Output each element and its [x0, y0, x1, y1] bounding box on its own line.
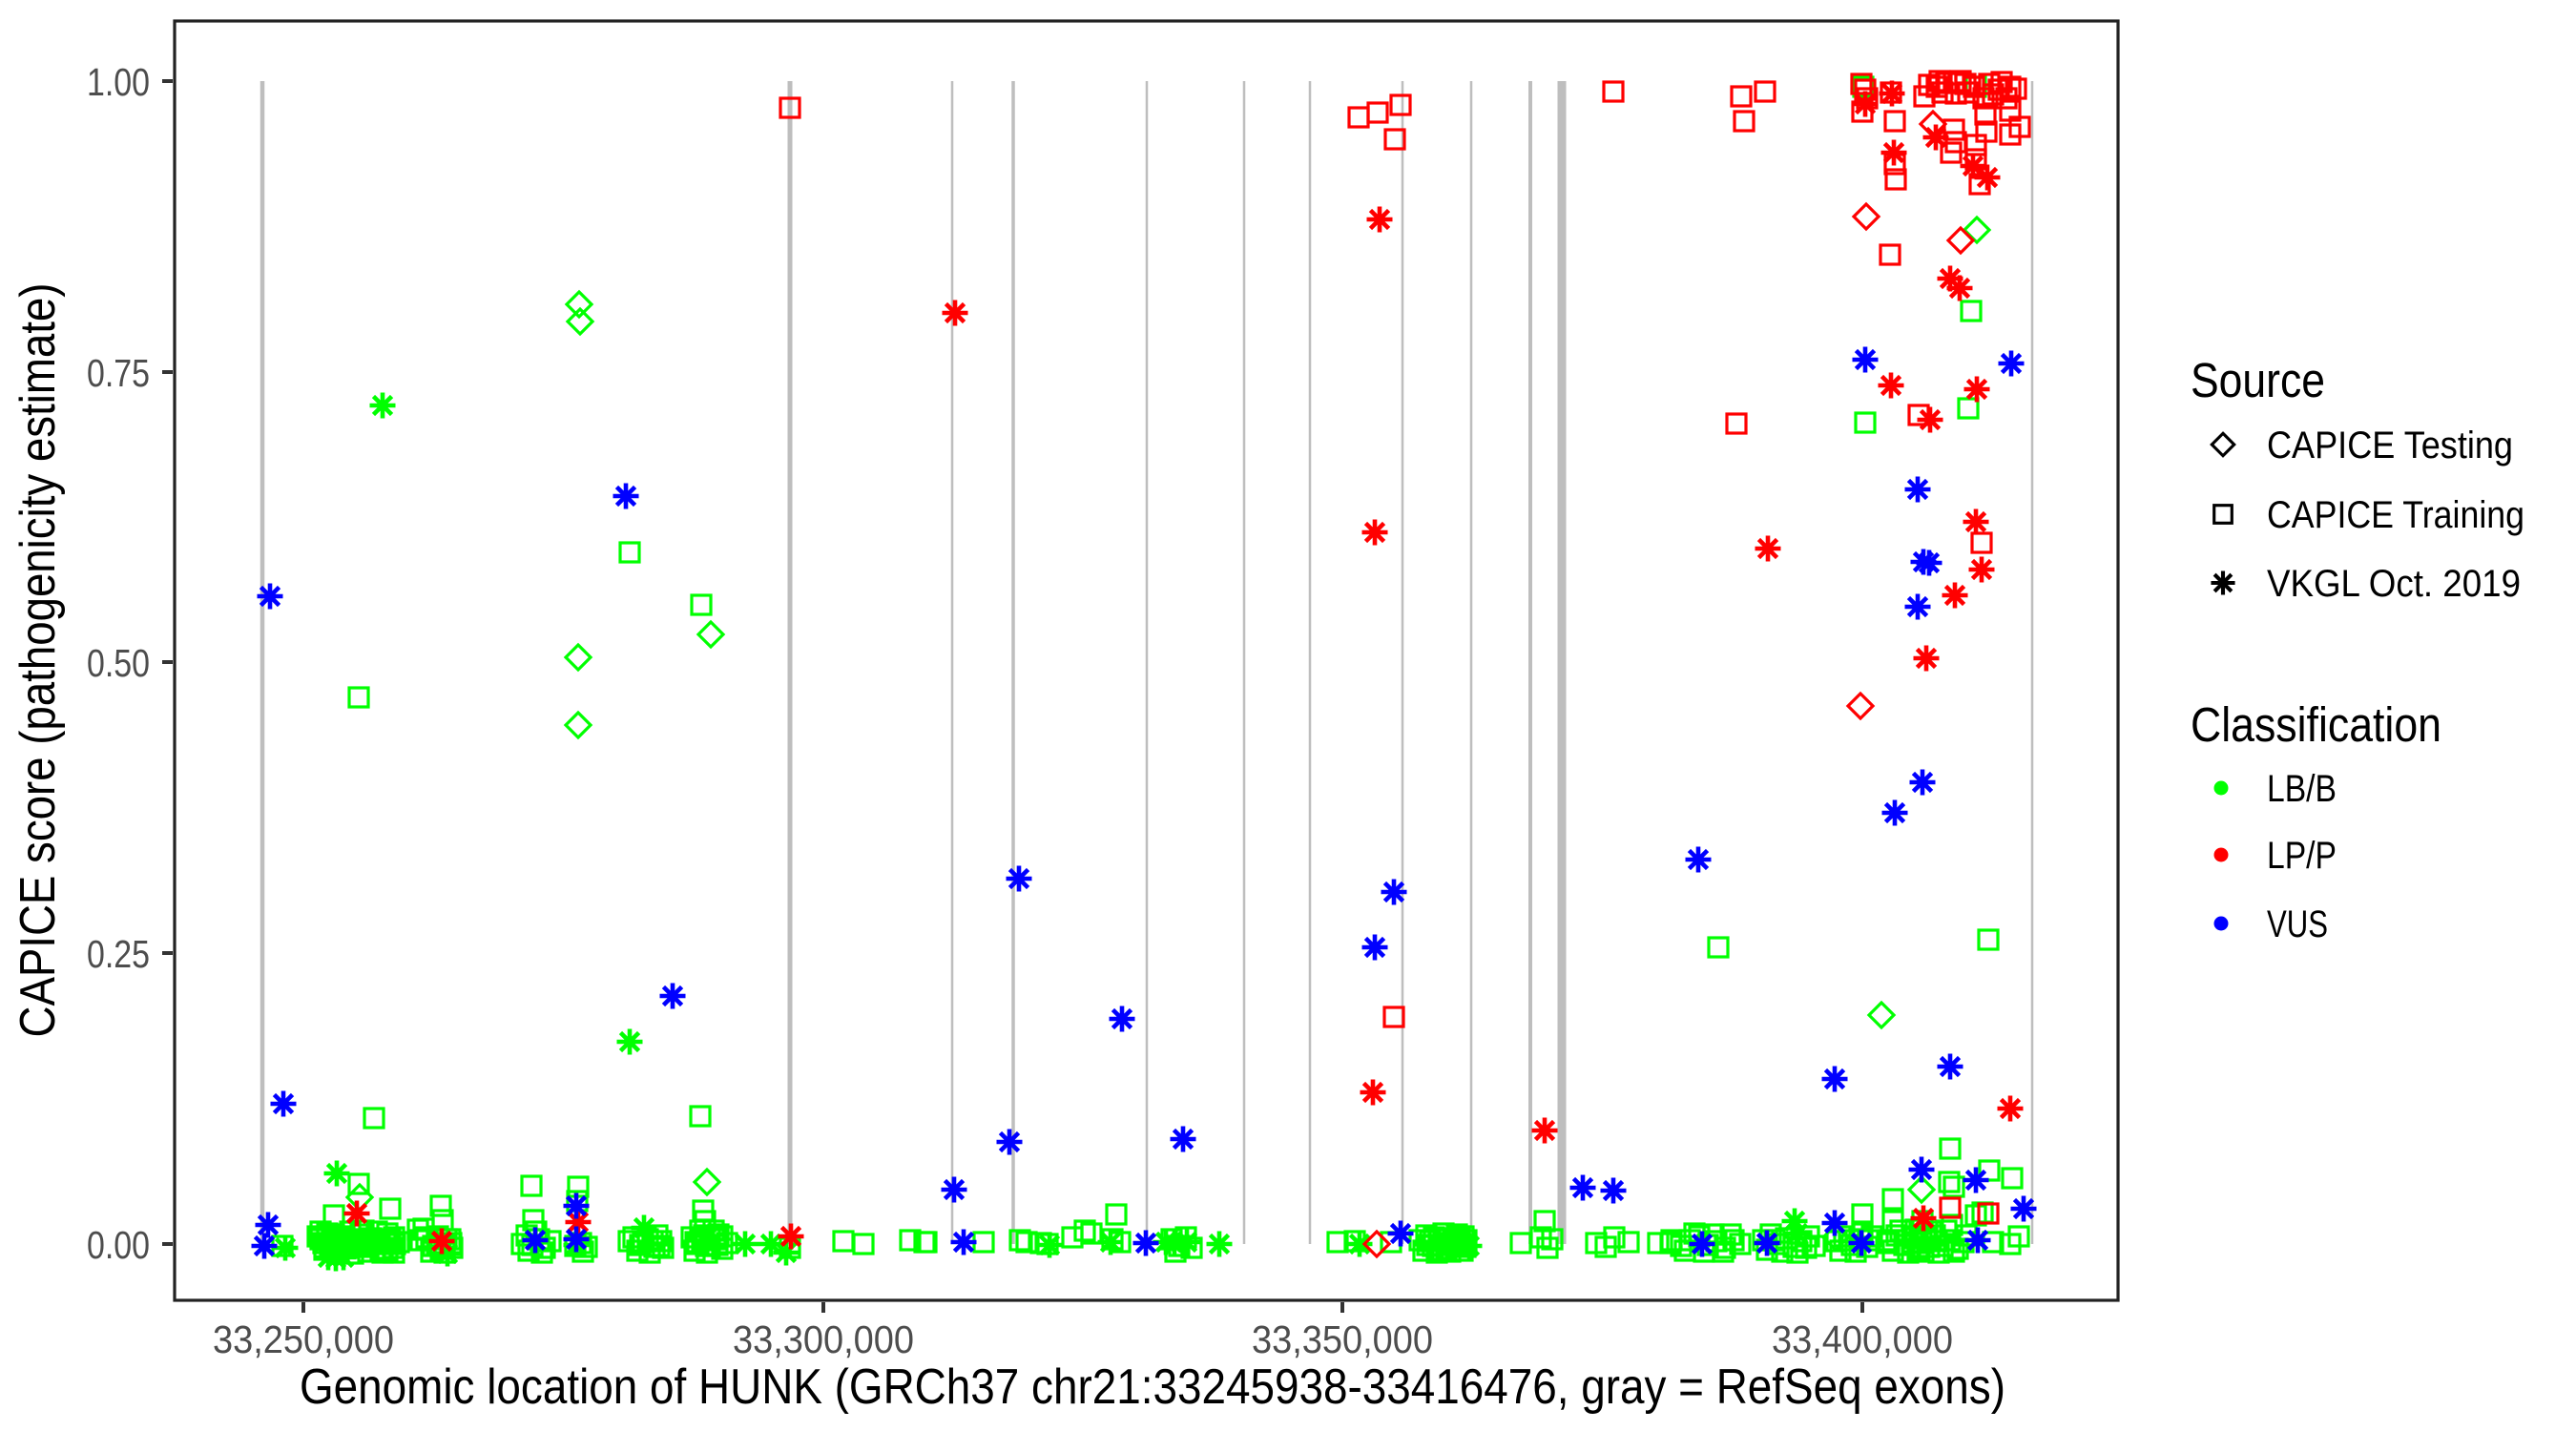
svg-text:33,350,000: 33,350,000 [1252, 1317, 1433, 1361]
svg-text:Genomic location of HUNK (GRCh: Genomic location of HUNK (GRCh37 chr21:3… [300, 1359, 2005, 1415]
svg-text:33,250,000: 33,250,000 [213, 1317, 394, 1361]
svg-text:0.00: 0.00 [87, 1223, 150, 1267]
svg-text:0.75: 0.75 [87, 351, 150, 395]
svg-text:CAPICE Testing: CAPICE Testing [2267, 425, 2513, 467]
svg-text:CAPICE Training: CAPICE Training [2267, 494, 2524, 536]
svg-text:Source: Source [2191, 353, 2325, 407]
svg-text:Classification: Classification [2191, 697, 2441, 752]
svg-text:LB/B: LB/B [2267, 768, 2337, 810]
svg-text:VUS: VUS [2267, 903, 2328, 945]
svg-text:CAPICE score (pathogenicity es: CAPICE score (pathogenicity estimate) [10, 283, 66, 1038]
svg-text:0.25: 0.25 [87, 932, 150, 976]
svg-text:33,300,000: 33,300,000 [733, 1317, 914, 1361]
svg-text:0.50: 0.50 [87, 641, 150, 685]
svg-text:LP/P: LP/P [2267, 835, 2337, 877]
svg-text:VKGL Oct. 2019: VKGL Oct. 2019 [2267, 563, 2521, 605]
svg-text:1.00: 1.00 [87, 60, 150, 104]
svg-text:33,400,000: 33,400,000 [1772, 1317, 1953, 1361]
